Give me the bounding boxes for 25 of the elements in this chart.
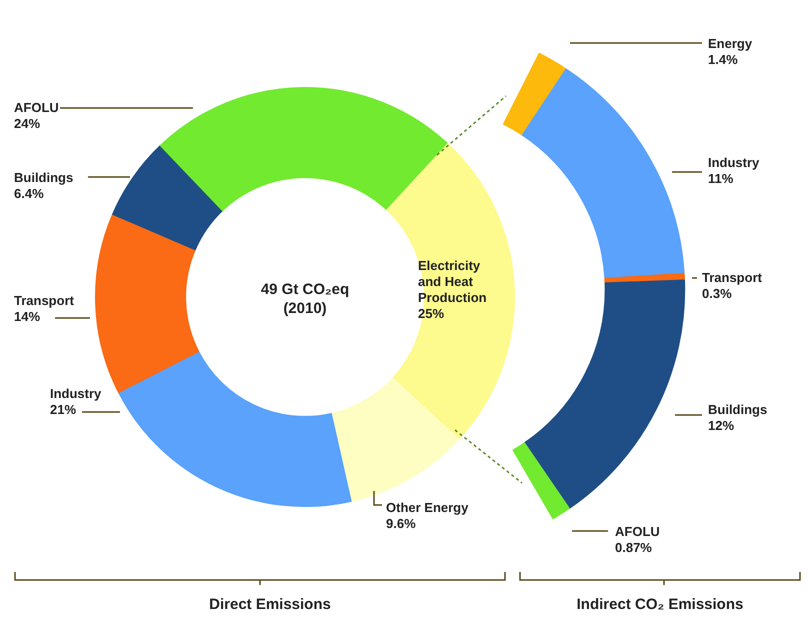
slice-label: Transport xyxy=(14,293,75,309)
slice-label: AFOLU xyxy=(615,524,660,540)
data-label: 11% xyxy=(708,171,734,187)
data-label: 24% xyxy=(14,116,42,132)
slice-label: Industry xyxy=(708,155,760,171)
data-label: 0.3% xyxy=(702,286,733,302)
data-label: 9.6% xyxy=(386,516,417,532)
data-label: 0.87% xyxy=(615,540,653,556)
text: Indirect CO₂ Emissions xyxy=(576,596,744,613)
data-label: 6.4% xyxy=(14,186,45,202)
data-label: 25% xyxy=(418,306,446,322)
data-label: 1.4% xyxy=(708,52,739,68)
slice-label: Energy xyxy=(708,36,752,52)
slice-label: Electricity and Heat Production xyxy=(418,258,488,306)
slice-label: Buildings xyxy=(708,402,768,418)
text: Direct Emissions xyxy=(208,596,332,613)
text: 49 Gt CO₂eq (2010) xyxy=(260,280,350,318)
slice-label: Transport xyxy=(702,270,762,286)
slice-label: Buildings xyxy=(14,170,74,186)
slice-label: Other Energy xyxy=(386,500,470,516)
slice-label: Industry xyxy=(50,386,102,402)
data-label: 12% xyxy=(708,418,736,434)
data-label: 21% xyxy=(50,402,78,418)
slice-label: AFOLU xyxy=(14,100,60,116)
data-label: 14% xyxy=(14,309,42,325)
